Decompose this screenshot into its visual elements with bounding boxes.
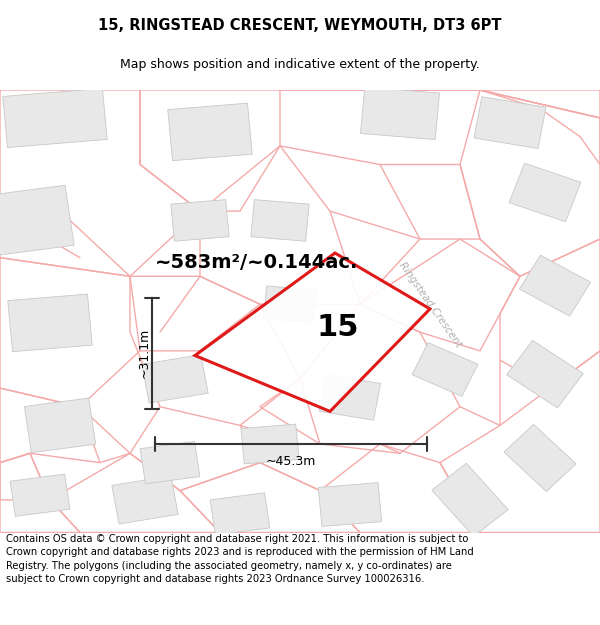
Text: ~45.3m: ~45.3m [266, 455, 316, 468]
Text: ~31.1m: ~31.1m [137, 328, 151, 378]
Text: ~583m²/~0.144ac.: ~583m²/~0.144ac. [155, 253, 358, 272]
Polygon shape [432, 463, 508, 536]
Polygon shape [361, 87, 440, 139]
Polygon shape [318, 482, 382, 526]
Polygon shape [241, 424, 299, 464]
Polygon shape [3, 88, 107, 148]
Polygon shape [520, 255, 590, 316]
Polygon shape [210, 492, 270, 535]
Polygon shape [142, 354, 208, 403]
Polygon shape [171, 199, 229, 241]
Polygon shape [263, 286, 316, 322]
Text: Map shows position and indicative extent of the property.: Map shows position and indicative extent… [120, 58, 480, 71]
Polygon shape [8, 294, 92, 352]
Polygon shape [195, 253, 430, 411]
Polygon shape [474, 97, 546, 149]
Polygon shape [251, 199, 309, 241]
Polygon shape [507, 341, 583, 408]
Text: 15: 15 [316, 313, 359, 342]
Text: Ringstead Crescent: Ringstead Crescent [397, 260, 463, 349]
Polygon shape [25, 398, 95, 452]
Polygon shape [112, 476, 178, 524]
Polygon shape [140, 441, 200, 484]
Polygon shape [168, 103, 252, 161]
Polygon shape [509, 163, 581, 222]
Polygon shape [10, 474, 70, 516]
Polygon shape [504, 424, 576, 492]
Polygon shape [0, 185, 74, 256]
Polygon shape [319, 374, 380, 420]
Text: Contains OS data © Crown copyright and database right 2021. This information is : Contains OS data © Crown copyright and d… [6, 534, 474, 584]
Polygon shape [412, 342, 478, 396]
Text: 15, RINGSTEAD CRESCENT, WEYMOUTH, DT3 6PT: 15, RINGSTEAD CRESCENT, WEYMOUTH, DT3 6P… [98, 18, 502, 32]
